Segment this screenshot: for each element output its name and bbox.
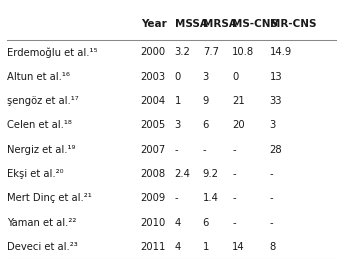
Text: -: - [203, 145, 206, 155]
Text: Celen et al.¹⁸: Celen et al.¹⁸ [7, 120, 72, 130]
Text: 9.2: 9.2 [203, 169, 219, 179]
Text: 9: 9 [203, 96, 209, 106]
Text: -: - [232, 145, 236, 155]
Text: 2005: 2005 [141, 120, 166, 130]
Text: MRSA: MRSA [203, 19, 237, 29]
Text: 20: 20 [232, 120, 245, 130]
Text: 2004: 2004 [141, 96, 166, 106]
Text: 10.8: 10.8 [232, 47, 254, 57]
Text: 2009: 2009 [141, 193, 166, 203]
Text: 1.4: 1.4 [203, 193, 219, 203]
Text: 1: 1 [203, 242, 209, 252]
Text: 6: 6 [203, 120, 209, 130]
Text: 13: 13 [270, 72, 282, 82]
Text: Mert Dinç et al.²¹: Mert Dinç et al.²¹ [7, 193, 92, 203]
Text: 4: 4 [175, 218, 181, 228]
Text: 3: 3 [175, 120, 181, 130]
Text: 14: 14 [232, 242, 245, 252]
Text: Nergiz et al.¹⁹: Nergiz et al.¹⁹ [7, 145, 75, 155]
Text: -: - [270, 218, 273, 228]
Text: 6: 6 [203, 218, 209, 228]
Text: 8: 8 [270, 242, 276, 252]
Text: Ekşi et al.²⁰: Ekşi et al.²⁰ [7, 169, 63, 179]
Text: -: - [232, 193, 236, 203]
Text: -: - [175, 145, 178, 155]
Text: 28: 28 [270, 145, 282, 155]
Text: 2008: 2008 [141, 169, 166, 179]
Text: MS-CNS: MS-CNS [232, 19, 278, 29]
Text: 0: 0 [232, 72, 238, 82]
Text: 14.9: 14.9 [270, 47, 292, 57]
Text: 2011: 2011 [141, 242, 166, 252]
Text: MR-CNS: MR-CNS [270, 19, 316, 29]
Text: 1: 1 [175, 96, 181, 106]
Text: -: - [270, 169, 273, 179]
Text: 7.7: 7.7 [203, 47, 219, 57]
Text: 2000: 2000 [141, 47, 166, 57]
Text: 3.2: 3.2 [175, 47, 191, 57]
Text: -: - [175, 193, 178, 203]
Text: -: - [270, 193, 273, 203]
Text: Yaman et al.²²: Yaman et al.²² [7, 218, 76, 228]
Text: MSSA: MSSA [175, 19, 207, 29]
Text: 0: 0 [175, 72, 181, 82]
Text: Year: Year [141, 19, 166, 29]
Text: 4: 4 [175, 242, 181, 252]
Text: 2010: 2010 [141, 218, 166, 228]
Text: 21: 21 [232, 96, 245, 106]
Text: 2007: 2007 [141, 145, 166, 155]
Text: 2.4: 2.4 [175, 169, 191, 179]
Text: 3: 3 [203, 72, 209, 82]
Text: 2003: 2003 [141, 72, 166, 82]
Text: Deveci et al.²³: Deveci et al.²³ [7, 242, 78, 252]
Text: -: - [232, 218, 236, 228]
Text: Altun et al.¹⁶: Altun et al.¹⁶ [7, 72, 69, 82]
Text: şengöz et al.¹⁷: şengöz et al.¹⁷ [7, 96, 79, 106]
Text: -: - [232, 169, 236, 179]
Text: 3: 3 [270, 120, 276, 130]
Text: Erdemоğlu et al.¹⁵: Erdemоğlu et al.¹⁵ [7, 47, 97, 57]
Text: 33: 33 [270, 96, 282, 106]
